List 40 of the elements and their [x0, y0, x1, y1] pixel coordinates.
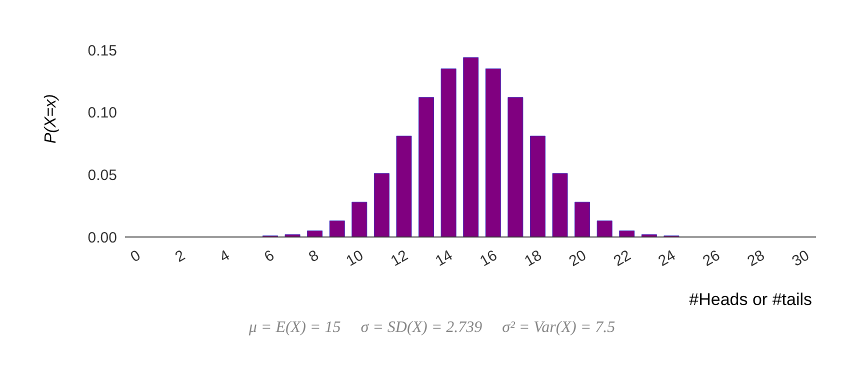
- x-tick-label: 28: [744, 246, 768, 270]
- bar: [352, 202, 368, 237]
- y-axis-title: P(X=x): [42, 94, 60, 144]
- bar: [508, 97, 524, 237]
- y-tick-label: 0.05: [88, 166, 117, 184]
- x-tick-label: 14: [432, 246, 456, 270]
- y-tick-label: 0.00: [88, 229, 117, 246]
- y-tick-label: 0.10: [88, 104, 117, 122]
- bar: [574, 202, 590, 237]
- x-tick-label: 20: [566, 246, 590, 270]
- x-tick-label: 6: [261, 246, 278, 266]
- x-tick-label: 10: [343, 246, 366, 270]
- x-tick-label: 22: [610, 246, 634, 270]
- bar: [596, 220, 612, 237]
- x-tick-label: 12: [388, 246, 411, 270]
- x-tick-label: 8: [306, 246, 322, 266]
- bar: [374, 173, 390, 237]
- x-tick-label: 16: [477, 246, 500, 270]
- bar: [641, 234, 657, 237]
- bar: [619, 230, 635, 237]
- x-tick-label: 18: [522, 246, 545, 270]
- bar: [463, 57, 479, 237]
- x-tick-label: 26: [700, 246, 724, 270]
- x-tick-label: 2: [172, 246, 188, 266]
- bar: [485, 68, 501, 237]
- bar: [418, 97, 434, 237]
- x-tick-label: 4: [216, 246, 233, 266]
- x-tick-label: 24: [655, 246, 678, 270]
- y-tick-label: 0.15: [88, 42, 117, 60]
- x-tick-label: 30: [789, 246, 812, 270]
- text: μ = E(X) = 15 σ = SD(X) = 2.739 σ² = Var(X) = 7.5: [248, 319, 616, 337]
- bar: [396, 136, 412, 237]
- x-axis-title: #Heads or #tails: [689, 290, 812, 309]
- bar: [284, 234, 300, 237]
- bar: [307, 230, 323, 237]
- x-tick-label: 0: [128, 246, 144, 266]
- bar: [552, 173, 568, 237]
- bar: [530, 136, 546, 237]
- bar: [440, 68, 456, 237]
- bar: [329, 220, 345, 237]
